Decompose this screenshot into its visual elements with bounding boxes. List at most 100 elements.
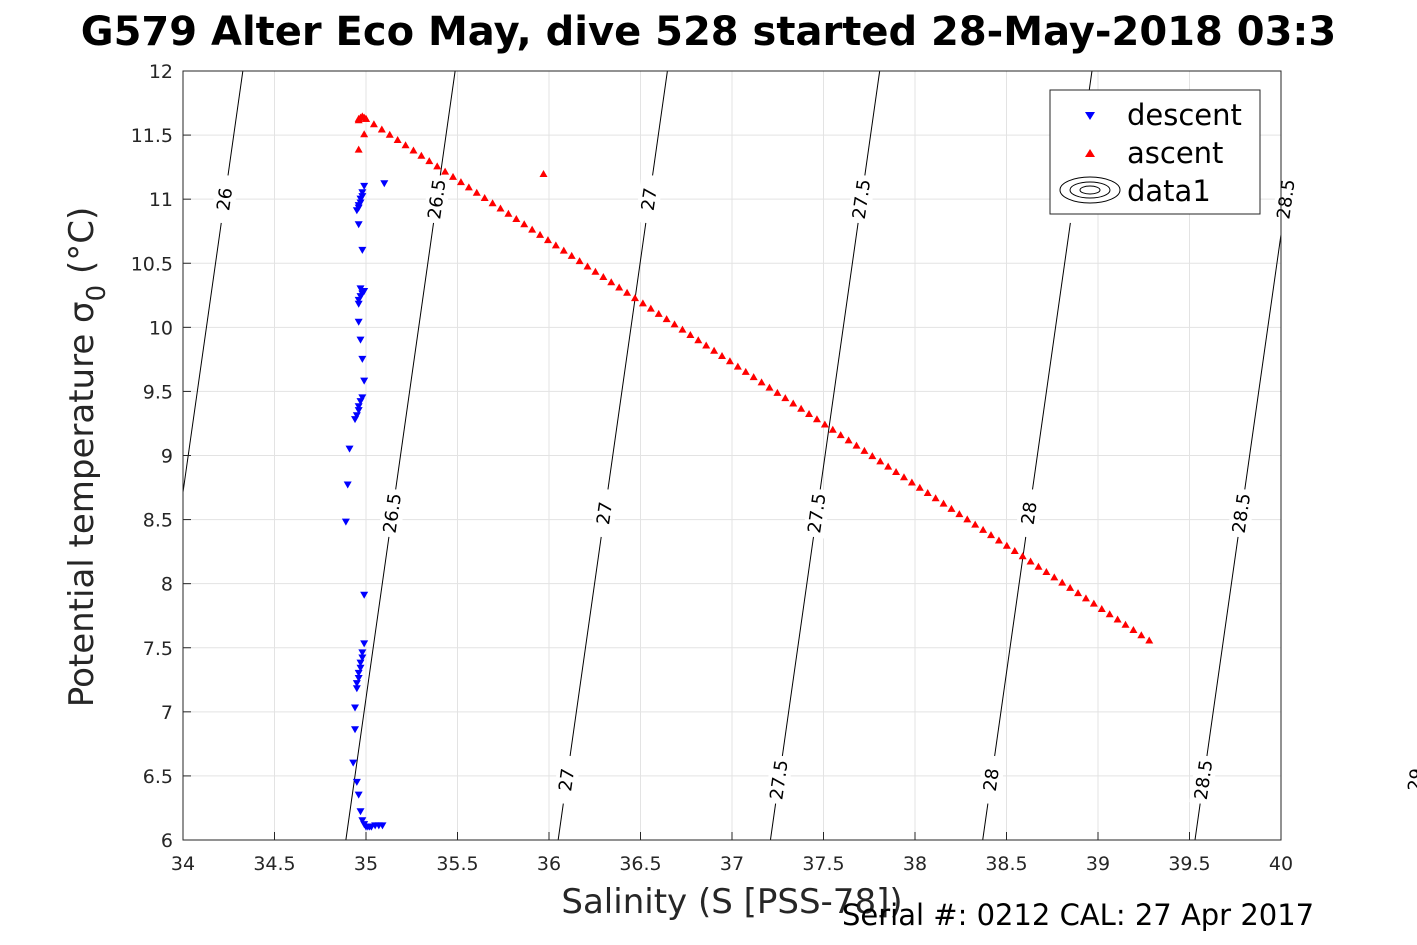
descent-point	[343, 481, 352, 489]
descent-point	[358, 394, 367, 402]
legend-descent-label: descent	[1127, 98, 1242, 132]
contour-label-bg	[422, 173, 452, 225]
descent-point	[360, 377, 369, 385]
ascent-point	[1121, 620, 1130, 628]
ascent-point	[947, 504, 956, 512]
ascent-point	[630, 294, 639, 302]
contour-label: 28.5	[1271, 173, 1301, 225]
y-tick-label: 9	[161, 446, 173, 468]
ascent-point	[1042, 568, 1051, 576]
ascent-point	[369, 120, 378, 128]
descent-point	[360, 182, 369, 190]
contour-label-bg	[210, 173, 239, 225]
ascent-point	[820, 420, 829, 428]
ascent-point	[844, 436, 853, 444]
ascent-point	[488, 199, 497, 207]
ascent-point	[1129, 626, 1138, 634]
contour-label-text: 27	[638, 186, 662, 212]
ascent-point	[536, 230, 545, 238]
y-axis-label-unit: (°C)	[62, 207, 102, 285]
y-tick-label: 11.5	[131, 125, 173, 147]
ascent-point	[654, 309, 663, 317]
contour-label-bg	[378, 487, 407, 539]
ascent-point	[539, 170, 548, 178]
contour-label-text: 27.5	[766, 759, 792, 802]
ascent-point	[828, 425, 837, 433]
contour-label-bg	[1014, 487, 1044, 539]
ascent-point	[528, 225, 537, 233]
x-tick-label: 37	[720, 853, 744, 875]
ascent-point	[646, 304, 655, 312]
descent-point	[352, 680, 361, 688]
ascent-point	[623, 288, 632, 296]
ascent-point	[757, 378, 766, 386]
ascent-point	[354, 114, 363, 122]
contour-label-bg	[1271, 173, 1301, 225]
ascent-point	[907, 478, 916, 486]
ascent-point	[425, 157, 434, 165]
ascent-point	[987, 531, 996, 539]
ascent-point	[876, 457, 885, 465]
ascent-point	[360, 130, 369, 138]
x-tick-label: 36.5	[619, 853, 661, 875]
x-tick-label: 39.5	[1168, 853, 1210, 875]
descent-point	[356, 293, 365, 301]
contour-label-text: 26.5	[424, 178, 450, 221]
ascent-point	[393, 135, 402, 143]
ascent-point	[583, 262, 592, 270]
descent-point	[356, 195, 365, 203]
y-tick-label: 6.5	[143, 766, 173, 788]
ascent-point	[1018, 552, 1027, 560]
chart-title: G579 Alter Eco May, dive 528 started 28-…	[80, 9, 1337, 55]
contour-label: 28.5	[1189, 754, 1218, 806]
descent-point	[358, 817, 367, 825]
ascent-point	[472, 188, 481, 196]
ascent-point	[765, 383, 774, 391]
descent-point	[354, 318, 363, 326]
ascent-point	[433, 162, 442, 170]
descent-point	[354, 296, 363, 304]
contour-label-bg	[847, 173, 876, 225]
descent-point	[354, 300, 363, 308]
ascent-point	[591, 267, 600, 275]
x-tick-label: 39	[1086, 853, 1110, 875]
ascent-point	[520, 220, 529, 228]
ascent-point	[504, 209, 513, 217]
ascent-point	[749, 373, 758, 381]
ascent-point	[441, 167, 450, 175]
contour-label-bg	[764, 754, 794, 806]
contour-label-text: 27	[555, 767, 579, 793]
ascent-point	[892, 467, 901, 475]
ascent-point	[994, 536, 1003, 544]
ascent-point	[1074, 589, 1083, 597]
contour-label-bg	[1227, 487, 1256, 539]
ascent-point	[899, 473, 908, 481]
y-tick-label: 11	[149, 189, 173, 211]
y-axis-label: Potential temperature σ0 (°C)	[62, 207, 112, 707]
y-tick-label: 6	[161, 830, 173, 852]
ascent-point	[915, 483, 924, 491]
ascent-point	[362, 114, 370, 122]
descent-point	[378, 822, 387, 830]
contour-label: 27	[552, 754, 581, 806]
ascent-point	[543, 236, 552, 244]
contour-label-text: 29	[1404, 767, 1417, 793]
ascent-point	[480, 193, 489, 201]
ascent-point	[417, 151, 426, 159]
descent-point	[358, 246, 367, 254]
descent-point	[354, 407, 363, 415]
isopycnal-line	[182, 70, 244, 493]
x-tick-label: 36	[537, 853, 561, 875]
descent-point	[354, 675, 363, 683]
ascent-point	[979, 525, 988, 533]
ascent-point	[923, 489, 932, 497]
x-tick-label: 35.5	[436, 853, 478, 875]
descent-point	[356, 659, 365, 667]
ascent-point	[1026, 557, 1035, 565]
descent-point	[341, 518, 350, 526]
contour-label-text: 28.5	[1273, 178, 1299, 221]
descent-point	[360, 640, 369, 648]
contour-label-text: 26	[213, 186, 237, 212]
descent-point	[356, 664, 365, 672]
